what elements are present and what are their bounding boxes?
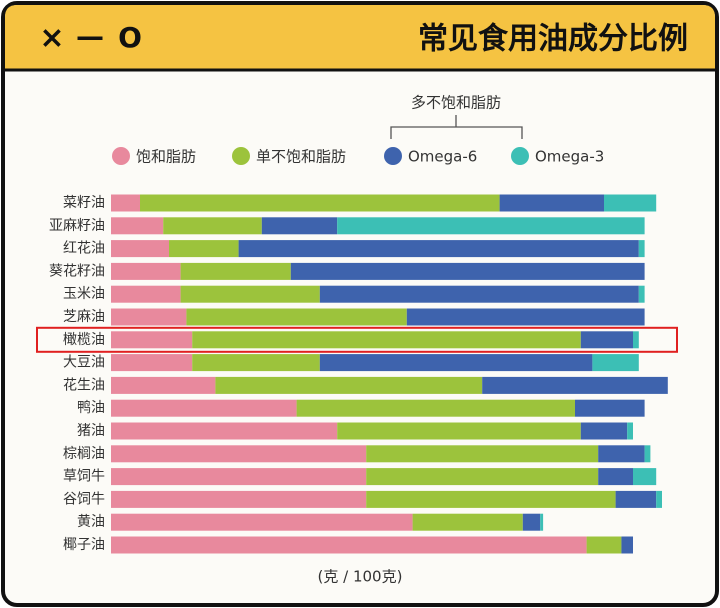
bar-segment (540, 513, 544, 531)
bar-segment (290, 262, 645, 280)
bar-segment (366, 468, 599, 486)
legend-swatch (511, 147, 529, 165)
y-tick-label: 葵花籽油 (49, 263, 105, 279)
bar-segment (163, 217, 262, 235)
title-bar (5, 5, 715, 70)
legend-label: 单不饱和脂肪 (256, 148, 346, 166)
bar-segment (656, 490, 662, 508)
bar-segment (140, 194, 500, 212)
bar-segment (580, 331, 633, 349)
bar-segment (615, 490, 657, 508)
bar-segment (604, 194, 657, 212)
y-tick-label: 谷饲牛 (63, 491, 105, 507)
bar-segment (186, 308, 407, 326)
y-tick-label: 玉米油 (63, 286, 105, 302)
x-axis-label: (克 / 100克) (318, 568, 403, 586)
y-tick-label: 黄油 (77, 513, 105, 530)
y-tick-label: 椰子油 (63, 537, 105, 553)
bar-segment (296, 399, 575, 417)
highlight-box (36, 326, 678, 353)
bar-segment (111, 513, 413, 531)
bar-segment (580, 422, 628, 440)
bar-segment (111, 490, 367, 508)
bar-segment (111, 262, 181, 280)
bar-segment (215, 376, 483, 394)
y-tick-label: 橄榄油 (63, 332, 105, 348)
y-tick-label: 亚麻籽油 (49, 218, 105, 234)
bar-segment (169, 240, 239, 258)
bar-segment (598, 445, 645, 463)
window-minimize[interactable]: — (76, 20, 104, 53)
bar-segment (180, 285, 320, 303)
bar-segment (406, 308, 645, 326)
bar-segment (111, 217, 164, 235)
y-tick-label: 菜籽油 (63, 195, 105, 211)
bar-segment (111, 240, 169, 258)
bar-segment (111, 354, 193, 372)
bar-segment (180, 262, 291, 280)
bar-segment (586, 536, 622, 554)
y-tick-label: 大豆油 (63, 355, 105, 371)
y-tick-label: 猪油 (77, 423, 105, 439)
bar-segment (499, 194, 604, 212)
bar-segment (522, 513, 541, 531)
bar-segment (111, 331, 193, 349)
bar-segment (337, 217, 645, 235)
legend-label: 饱和脂肪 (136, 148, 196, 166)
bar-segment (319, 285, 639, 303)
legend-label: Omega-3 (535, 148, 604, 166)
bar-segment (111, 399, 297, 417)
bar-segment (621, 536, 633, 554)
bar-segment (633, 331, 639, 349)
legend-swatch (112, 147, 130, 165)
bar-segment (412, 513, 523, 531)
bar-segment (111, 376, 216, 394)
bar-segment (644, 445, 651, 463)
bar-segment (111, 536, 587, 554)
bar-segment (111, 422, 338, 440)
y-tick-label: 芝麻油 (63, 309, 105, 325)
legend-group-label: 多不饱和脂肪 (411, 94, 501, 112)
y-tick-label: 鸭油 (77, 400, 105, 416)
bar-segment (238, 240, 639, 258)
bar-segment (111, 194, 140, 212)
bar-segment (366, 490, 616, 508)
bar-segment (575, 399, 645, 417)
bar-segment (192, 331, 581, 349)
legend-swatch (232, 147, 250, 165)
bar-segment (482, 376, 668, 394)
y-tick-label: 棕榈油 (63, 446, 105, 462)
chart-title: 常见食用油成分比例 (418, 22, 688, 57)
legend-label: Omega-6 (408, 148, 477, 166)
bar-segment (111, 445, 367, 463)
legend-swatch (384, 147, 402, 165)
bar-segment (598, 468, 633, 486)
bar-segment (638, 285, 645, 303)
bar-segment (111, 468, 367, 486)
y-tick-label: 红花油 (63, 241, 105, 257)
bar-segment (111, 308, 187, 326)
legend-bracket (390, 115, 523, 139)
bar-segment (261, 217, 338, 235)
window-close[interactable]: × (39, 21, 64, 56)
bar-segment (366, 445, 599, 463)
y-tick-label: 花生油 (63, 377, 105, 393)
window-maximize[interactable]: O (118, 21, 142, 54)
bar-segment (319, 354, 593, 372)
y-tick-label: 草饲牛 (63, 469, 105, 485)
bar-segment (337, 422, 581, 440)
bar-segment (592, 354, 639, 372)
bar-segment (627, 422, 633, 440)
bar-segment (638, 240, 645, 258)
bar-segment (111, 285, 181, 303)
bar-segment (192, 354, 320, 372)
bar-segment (633, 468, 657, 486)
